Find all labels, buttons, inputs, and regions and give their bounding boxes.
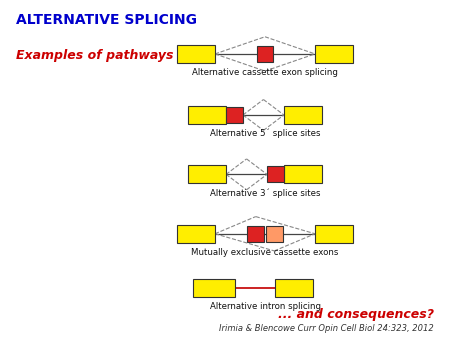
Bar xyxy=(275,279,313,297)
Bar xyxy=(315,225,353,243)
Bar xyxy=(266,226,283,242)
Bar xyxy=(177,45,215,63)
Text: ... and consequences?: ... and consequences? xyxy=(278,308,434,321)
Text: ALTERNATIVE SPLICING: ALTERNATIVE SPLICING xyxy=(16,13,197,27)
Text: Irimia & Blencowe Curr Opin Cell Biol 24:323, 2012: Irimia & Blencowe Curr Opin Cell Biol 24… xyxy=(219,324,434,334)
Bar xyxy=(226,107,243,123)
Bar xyxy=(247,226,264,242)
Bar xyxy=(284,106,322,124)
Text: Alternative cassette exon splicing: Alternative cassette exon splicing xyxy=(192,68,338,77)
Text: Examples of pathways ...: Examples of pathways ... xyxy=(16,49,192,62)
Text: Alternative 3´ splice sites: Alternative 3´ splice sites xyxy=(210,188,320,198)
Text: Alternative 5´ splice sites: Alternative 5´ splice sites xyxy=(210,129,320,139)
Bar xyxy=(193,279,234,297)
Bar xyxy=(267,166,284,182)
Bar xyxy=(177,225,215,243)
Bar xyxy=(315,45,353,63)
Bar xyxy=(256,46,274,62)
Text: Alternative intron splicing: Alternative intron splicing xyxy=(210,302,320,311)
Bar xyxy=(189,106,226,124)
Bar xyxy=(284,165,322,184)
Text: Mutually exclusive cassette exons: Mutually exclusive cassette exons xyxy=(191,248,339,257)
Bar xyxy=(189,165,226,184)
